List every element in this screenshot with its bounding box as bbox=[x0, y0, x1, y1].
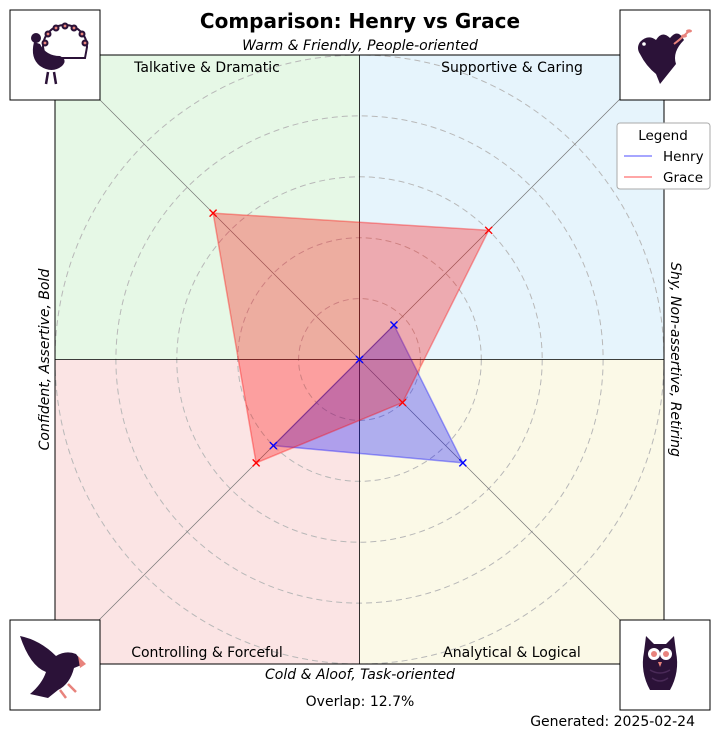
quadrant-label-bottom-right: Analytical & Logical bbox=[443, 645, 581, 661]
axis-label-bottom: Cold & Aloof, Task-oriented bbox=[265, 667, 455, 683]
legend: Legend Henry Grace bbox=[617, 123, 710, 189]
axis-label-right: Shy, Non-assertive, Retiring bbox=[667, 262, 683, 457]
dove-icon bbox=[620, 10, 710, 100]
quadrant-label-bottom-left: Controlling & Forceful bbox=[131, 645, 283, 661]
overlap-text: Overlap: 12.7% bbox=[306, 694, 415, 710]
legend-title: Legend bbox=[638, 128, 688, 144]
peacock-icon bbox=[10, 10, 100, 100]
quadrant-label-top-left: Talkative & Dramatic bbox=[133, 60, 280, 76]
axis-label-top: Warm & Friendly, People-oriented bbox=[242, 38, 478, 54]
quadrant-label-top-right: Supportive & Caring bbox=[441, 60, 583, 76]
owl-icon bbox=[620, 620, 710, 710]
legend-label-grace: Grace bbox=[663, 170, 703, 186]
legend-label-henry: Henry bbox=[663, 149, 704, 165]
axis-label-left: Confident, Assertive, Bold bbox=[37, 269, 53, 451]
eagle-icon bbox=[10, 620, 100, 710]
chart-title: Comparison: Henry vs Grace bbox=[200, 9, 520, 33]
generated-text: Generated: 2025-02-24 bbox=[530, 714, 695, 730]
